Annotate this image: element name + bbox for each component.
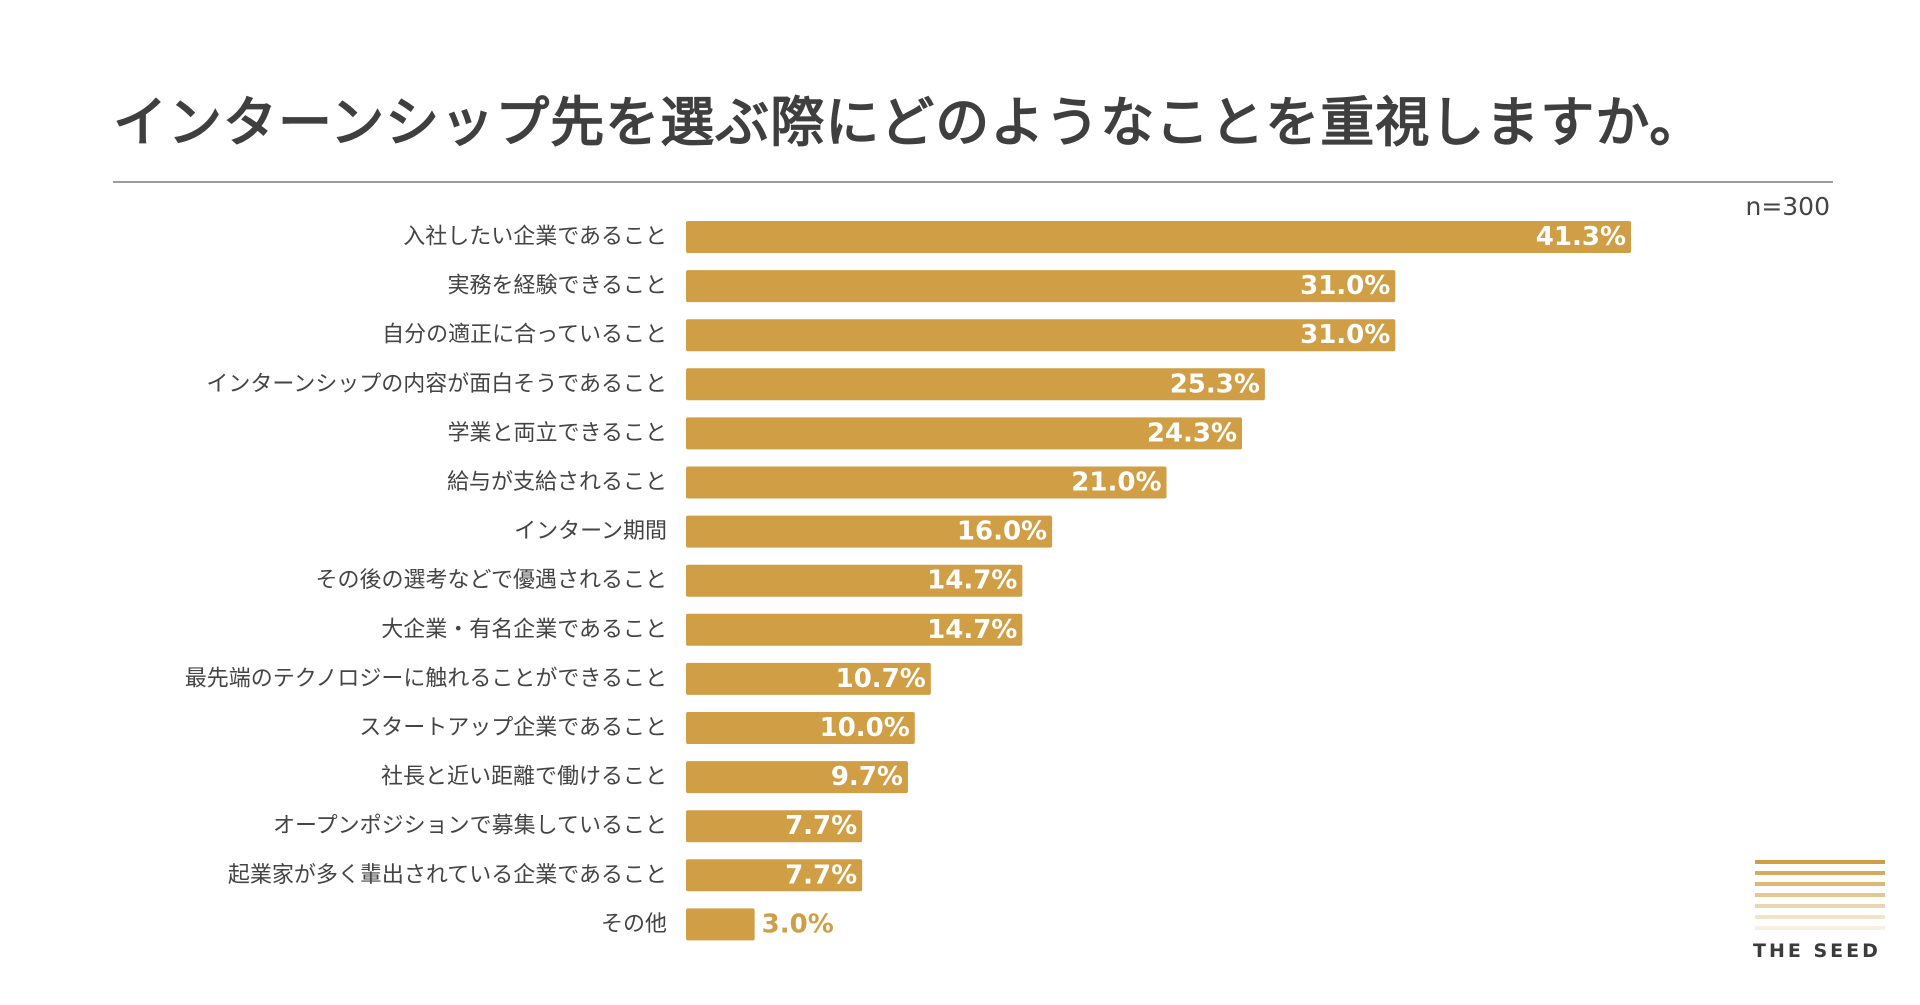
chart-title: インターンシップ先を選ぶ際にどのようなことを重視しますか。 [113, 91, 1705, 154]
value-label: 16.0% [957, 517, 1047, 547]
bar [686, 662, 931, 695]
value-label: 21.0% [1071, 468, 1161, 498]
logo-stripe [1755, 882, 1885, 886]
logo-stripe [1755, 904, 1885, 908]
value-label: 14.7% [927, 615, 1017, 645]
value-label: 7.7% [785, 860, 857, 890]
category-label: 学業と両立できること [447, 421, 667, 446]
value-label: 10.0% [820, 713, 910, 743]
category-label: インターンシップの内容が面白そうであること [206, 372, 667, 397]
category-label: その他 [601, 912, 667, 937]
category-label: 給与が支給されること [447, 470, 667, 495]
bar [686, 515, 1053, 548]
value-label: 3.0% [762, 909, 834, 939]
category-label: 起業家が多く輩出されている企業であること [228, 863, 667, 888]
bar [686, 466, 1167, 499]
category-label: 自分の適正に合っていること [382, 323, 667, 348]
brand-logo-mark [1755, 860, 1885, 937]
bar [686, 712, 915, 744]
bar [686, 859, 863, 892]
category-label: 実務を経験できること [447, 274, 667, 299]
logo-stripe [1755, 915, 1885, 919]
category-label: 最先端のテクノロジーに触れることができること [185, 666, 667, 691]
value-label: 9.7% [831, 762, 903, 792]
category-label: スタートアップ企業であること [359, 716, 667, 741]
category-label: インターン期間 [514, 519, 667, 544]
value-label: 24.3% [1147, 418, 1237, 448]
bar [686, 613, 1023, 646]
category-label: 社長と近い距離で働けること [381, 765, 667, 790]
bar [686, 908, 755, 941]
value-label: 10.7% [836, 664, 926, 694]
bar [686, 368, 1265, 401]
bar [686, 417, 1243, 450]
category-label: その後の選考などで優遇されること [315, 568, 667, 593]
sample-size-label: n=300 [1745, 192, 1830, 221]
bar [686, 810, 863, 843]
bar [686, 270, 1396, 303]
brand-logo-text: THE SEED [1753, 940, 1881, 962]
logo-stripe [1755, 893, 1885, 897]
title-divider [113, 181, 1833, 183]
bar [686, 564, 1023, 597]
value-label: 31.0% [1300, 271, 1390, 301]
category-label: オープンポジションで募集していること [273, 814, 667, 839]
category-label: 大企業・有名企業であること [381, 617, 667, 642]
value-label: 7.7% [785, 811, 857, 841]
logo-stripe [1755, 926, 1885, 930]
bar [686, 221, 1631, 253]
value-label: 14.7% [927, 566, 1017, 596]
logo-stripe [1755, 860, 1885, 864]
value-label: 25.3% [1170, 369, 1260, 399]
value-label: 41.3% [1536, 222, 1626, 252]
category-label: 入社したい企業であること [403, 225, 667, 250]
bar [686, 761, 908, 794]
value-label: 31.0% [1300, 320, 1390, 350]
logo-stripe [1755, 871, 1885, 875]
bar [686, 319, 1396, 352]
